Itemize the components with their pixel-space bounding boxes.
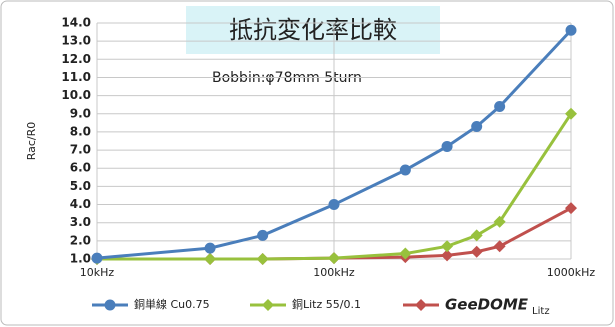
data-point: [262, 299, 274, 311]
y-tick-label: 2.0: [70, 233, 91, 247]
title-box: [186, 6, 440, 54]
y-tick-label: 6.0: [70, 161, 91, 175]
data-point: [328, 199, 340, 211]
data-point: [565, 107, 577, 120]
data-point: [257, 229, 269, 241]
data-point: [441, 249, 454, 262]
data-point: [399, 164, 411, 176]
data-point: [204, 253, 217, 265]
data-point: [441, 140, 453, 152]
data-point: [470, 229, 483, 242]
y-tick-label: 1.0: [70, 252, 91, 266]
data-point: [494, 101, 506, 113]
y-tick-label: 5.0: [70, 179, 91, 193]
data-point: [91, 252, 103, 264]
y-tick-label: 10.0: [61, 88, 91, 102]
data-point: [441, 240, 454, 253]
legend-label-subscript: Litz: [532, 306, 550, 317]
y-tick-label: 4.0: [70, 197, 91, 211]
chart-title: 抵抗変化率比較: [229, 16, 397, 44]
y-axis-label: Rac/R0: [25, 122, 38, 161]
y-tick-label: 12.0: [61, 52, 91, 66]
data-point: [565, 202, 577, 215]
data-point: [415, 299, 427, 311]
data-point: [470, 245, 483, 258]
data-point: [256, 253, 269, 265]
legend-label: GeeDOME: [445, 296, 529, 314]
data-point: [204, 242, 216, 254]
x-tick-label: 100kHz: [313, 266, 355, 279]
y-tick-label: 8.0: [70, 124, 91, 138]
chart-subtitle: Bobbin:φ78mm 5turn: [212, 70, 362, 86]
y-tick-label: 14.0: [61, 16, 91, 30]
y-tick-label: 3.0: [70, 215, 91, 229]
x-tick-label: 10kHz: [80, 266, 115, 279]
y-tick-label: 13.0: [61, 34, 91, 48]
data-point: [328, 252, 340, 265]
legend-label: 銅Litz 55/0.1: [292, 297, 361, 311]
data-point: [399, 247, 412, 260]
y-tick-label: 11.0: [61, 70, 91, 84]
data-point: [493, 240, 506, 253]
x-tick-label: 1000kHz: [547, 266, 596, 279]
data-point: [565, 24, 577, 36]
y-tick-label: 9.0: [70, 106, 91, 120]
legend-label: 銅単線 Cu0.75: [134, 297, 210, 311]
data-point: [104, 299, 116, 311]
y-tick-label: 7.0: [70, 143, 91, 157]
data-point: [493, 215, 506, 228]
data-point: [471, 120, 483, 132]
